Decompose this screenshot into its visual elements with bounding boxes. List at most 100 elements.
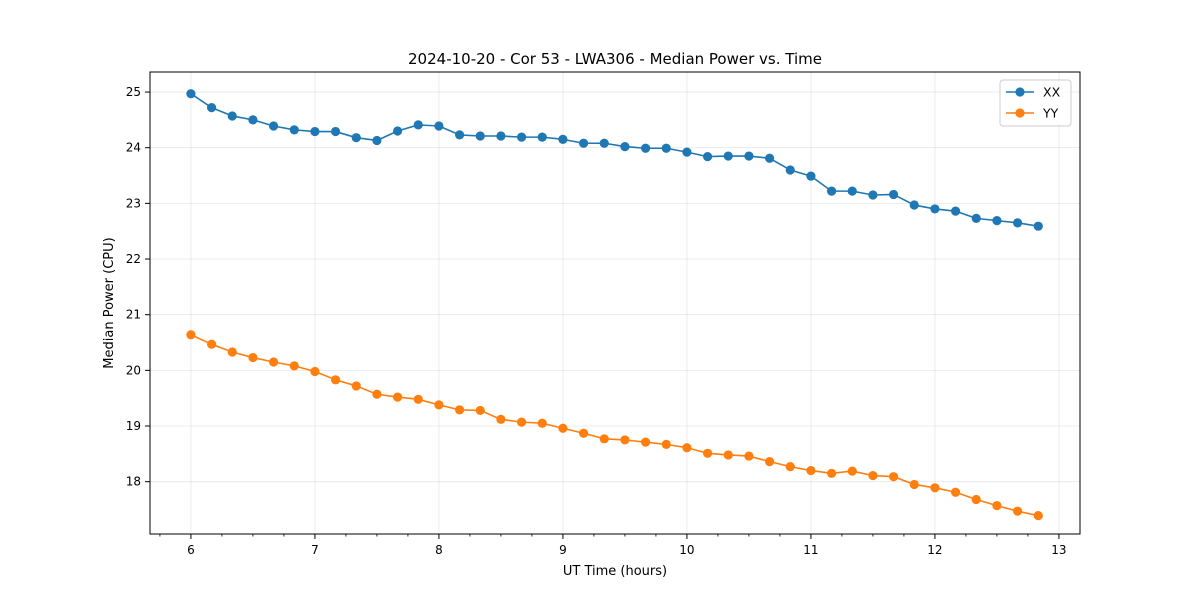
data-point-yy xyxy=(351,381,361,391)
y-tick-label: 18 xyxy=(126,475,141,489)
y-tick-label: 24 xyxy=(126,141,141,155)
data-point-xx xyxy=(826,186,837,196)
data-point-yy xyxy=(434,400,444,410)
y-tick-label: 21 xyxy=(126,308,141,322)
data-point-xx xyxy=(578,138,589,148)
data-point-xx xyxy=(413,120,423,130)
data-point-yy xyxy=(1012,506,1023,516)
data-point-xx xyxy=(806,171,816,181)
data-point-xx xyxy=(971,213,981,223)
data-point-xx xyxy=(310,126,320,137)
data-point-yy xyxy=(248,352,258,363)
data-point-xx xyxy=(599,138,609,148)
data-point-yy xyxy=(847,466,857,476)
data-point-yy xyxy=(496,414,506,424)
data-point-xx xyxy=(682,147,692,157)
data-point-yy xyxy=(206,339,217,349)
data-point-xx xyxy=(372,135,382,146)
legend-label-xx: XX xyxy=(1043,85,1061,100)
data-point-yy xyxy=(992,501,1002,511)
data-point-yy xyxy=(310,366,320,377)
data-point-xx xyxy=(723,151,733,161)
data-point-xx xyxy=(434,121,444,131)
data-point-xx xyxy=(1033,221,1043,231)
legend: XX YY xyxy=(999,79,1072,127)
data-point-yy xyxy=(868,470,878,481)
data-point-xx xyxy=(227,111,237,121)
data-point-yy xyxy=(578,428,589,438)
data-point-yy xyxy=(186,330,196,340)
data-point-yy xyxy=(909,479,919,490)
data-point-xx xyxy=(558,134,568,144)
data-point-yy xyxy=(516,417,527,427)
data-point-xx xyxy=(744,151,754,161)
data-point-yy xyxy=(289,361,299,371)
axis-layer: 6 7 8 9 10 11 12 13 18 19 20 21 22 23 24 25 xyxy=(126,85,1067,557)
data-point-xx xyxy=(248,115,258,125)
data-point-yy xyxy=(806,465,816,476)
x-tick-label: 8 xyxy=(435,543,443,557)
data-point-xx xyxy=(1012,218,1023,228)
data-point-yy xyxy=(558,423,568,433)
data-point-xx xyxy=(764,153,775,163)
data-point-xx xyxy=(620,141,630,152)
plot-frame xyxy=(149,71,1081,535)
data-point-yy xyxy=(950,487,961,497)
data-point-xx xyxy=(661,143,671,153)
data-point-xx xyxy=(537,132,547,142)
data-point-xx xyxy=(909,200,919,210)
y-tick-label: 20 xyxy=(126,363,141,377)
data-point-xx xyxy=(785,165,795,175)
series-line-yy xyxy=(190,334,1039,517)
x-tick-label: 9 xyxy=(559,543,567,557)
data-point-xx xyxy=(268,121,279,131)
data-point-yy xyxy=(785,462,795,472)
data-point-yy xyxy=(620,435,630,445)
x-tick-label: 11 xyxy=(803,543,818,557)
data-point-xx xyxy=(186,89,196,99)
data-point-yy xyxy=(971,494,981,505)
data-point-yy xyxy=(372,389,382,399)
x-tick-label: 10 xyxy=(679,543,694,557)
x-tick-label: 13 xyxy=(1051,543,1066,557)
data-point-xx xyxy=(475,131,485,141)
data-point-xx xyxy=(392,126,403,136)
data-point-yy xyxy=(744,451,754,461)
y-axis-label: Median Power (CPU) xyxy=(102,237,117,368)
data-point-yy xyxy=(475,405,485,416)
data-point-yy xyxy=(661,439,671,449)
data-point-yy xyxy=(930,483,940,493)
x-axis-label: UT Time (hours) xyxy=(563,564,667,579)
data-point-xx xyxy=(351,133,361,143)
y-tick-label: 22 xyxy=(126,252,141,266)
data-point-yy xyxy=(392,392,403,402)
y-tick-label: 23 xyxy=(126,196,141,210)
data-point-yy xyxy=(640,437,651,447)
y-tick-label: 25 xyxy=(126,85,141,99)
data-point-yy xyxy=(413,394,423,404)
data-point-xx xyxy=(496,131,506,141)
chart-title: 2024-10-20 - Cor 53 - LWA306 - Median Po… xyxy=(408,50,822,68)
data-point-yy xyxy=(764,457,775,467)
y-tick-label: 19 xyxy=(126,419,141,433)
data-point-xx xyxy=(640,143,651,153)
x-tick-label: 12 xyxy=(927,543,942,557)
data-point-yy xyxy=(888,472,899,482)
data-point-xx xyxy=(888,189,899,200)
series-layer xyxy=(186,89,1043,521)
data-point-yy xyxy=(330,375,341,385)
legend-box xyxy=(999,79,1072,127)
data-point-xx xyxy=(289,125,299,135)
data-point-xx xyxy=(992,216,1002,226)
grid-layer xyxy=(150,72,1080,534)
data-point-yy xyxy=(1033,511,1043,521)
data-point-yy xyxy=(227,347,237,357)
x-tick-label: 7 xyxy=(311,543,319,557)
data-point-xx xyxy=(702,152,713,162)
data-point-xx xyxy=(868,190,878,200)
legend-marker-xx xyxy=(1015,87,1025,97)
data-point-yy xyxy=(268,357,279,367)
data-point-yy xyxy=(454,405,465,415)
